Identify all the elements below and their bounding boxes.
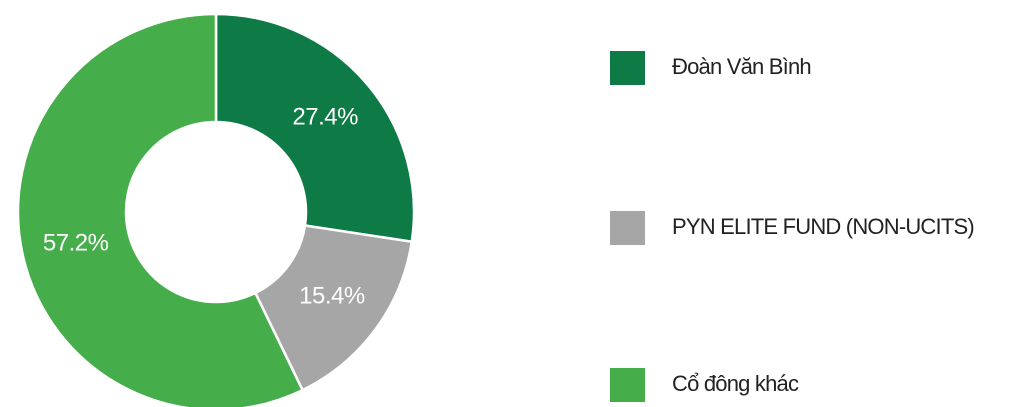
legend-label: Đoàn Văn Bình xyxy=(672,54,811,79)
donut-slice xyxy=(253,224,414,392)
legend-swatch xyxy=(610,51,645,85)
value-label: 57.2% xyxy=(43,230,109,257)
legend-swatch xyxy=(610,211,645,245)
value-label: 27.4% xyxy=(292,103,358,130)
legend-label: Cổ đông khác xyxy=(672,371,799,396)
value-label: 15.4% xyxy=(299,283,365,310)
donut-slice xyxy=(214,12,416,244)
legend-swatch xyxy=(610,368,645,402)
legend-label: PYN ELITE FUND (NON-UCITS) xyxy=(672,214,974,239)
donut-slice xyxy=(16,12,305,407)
